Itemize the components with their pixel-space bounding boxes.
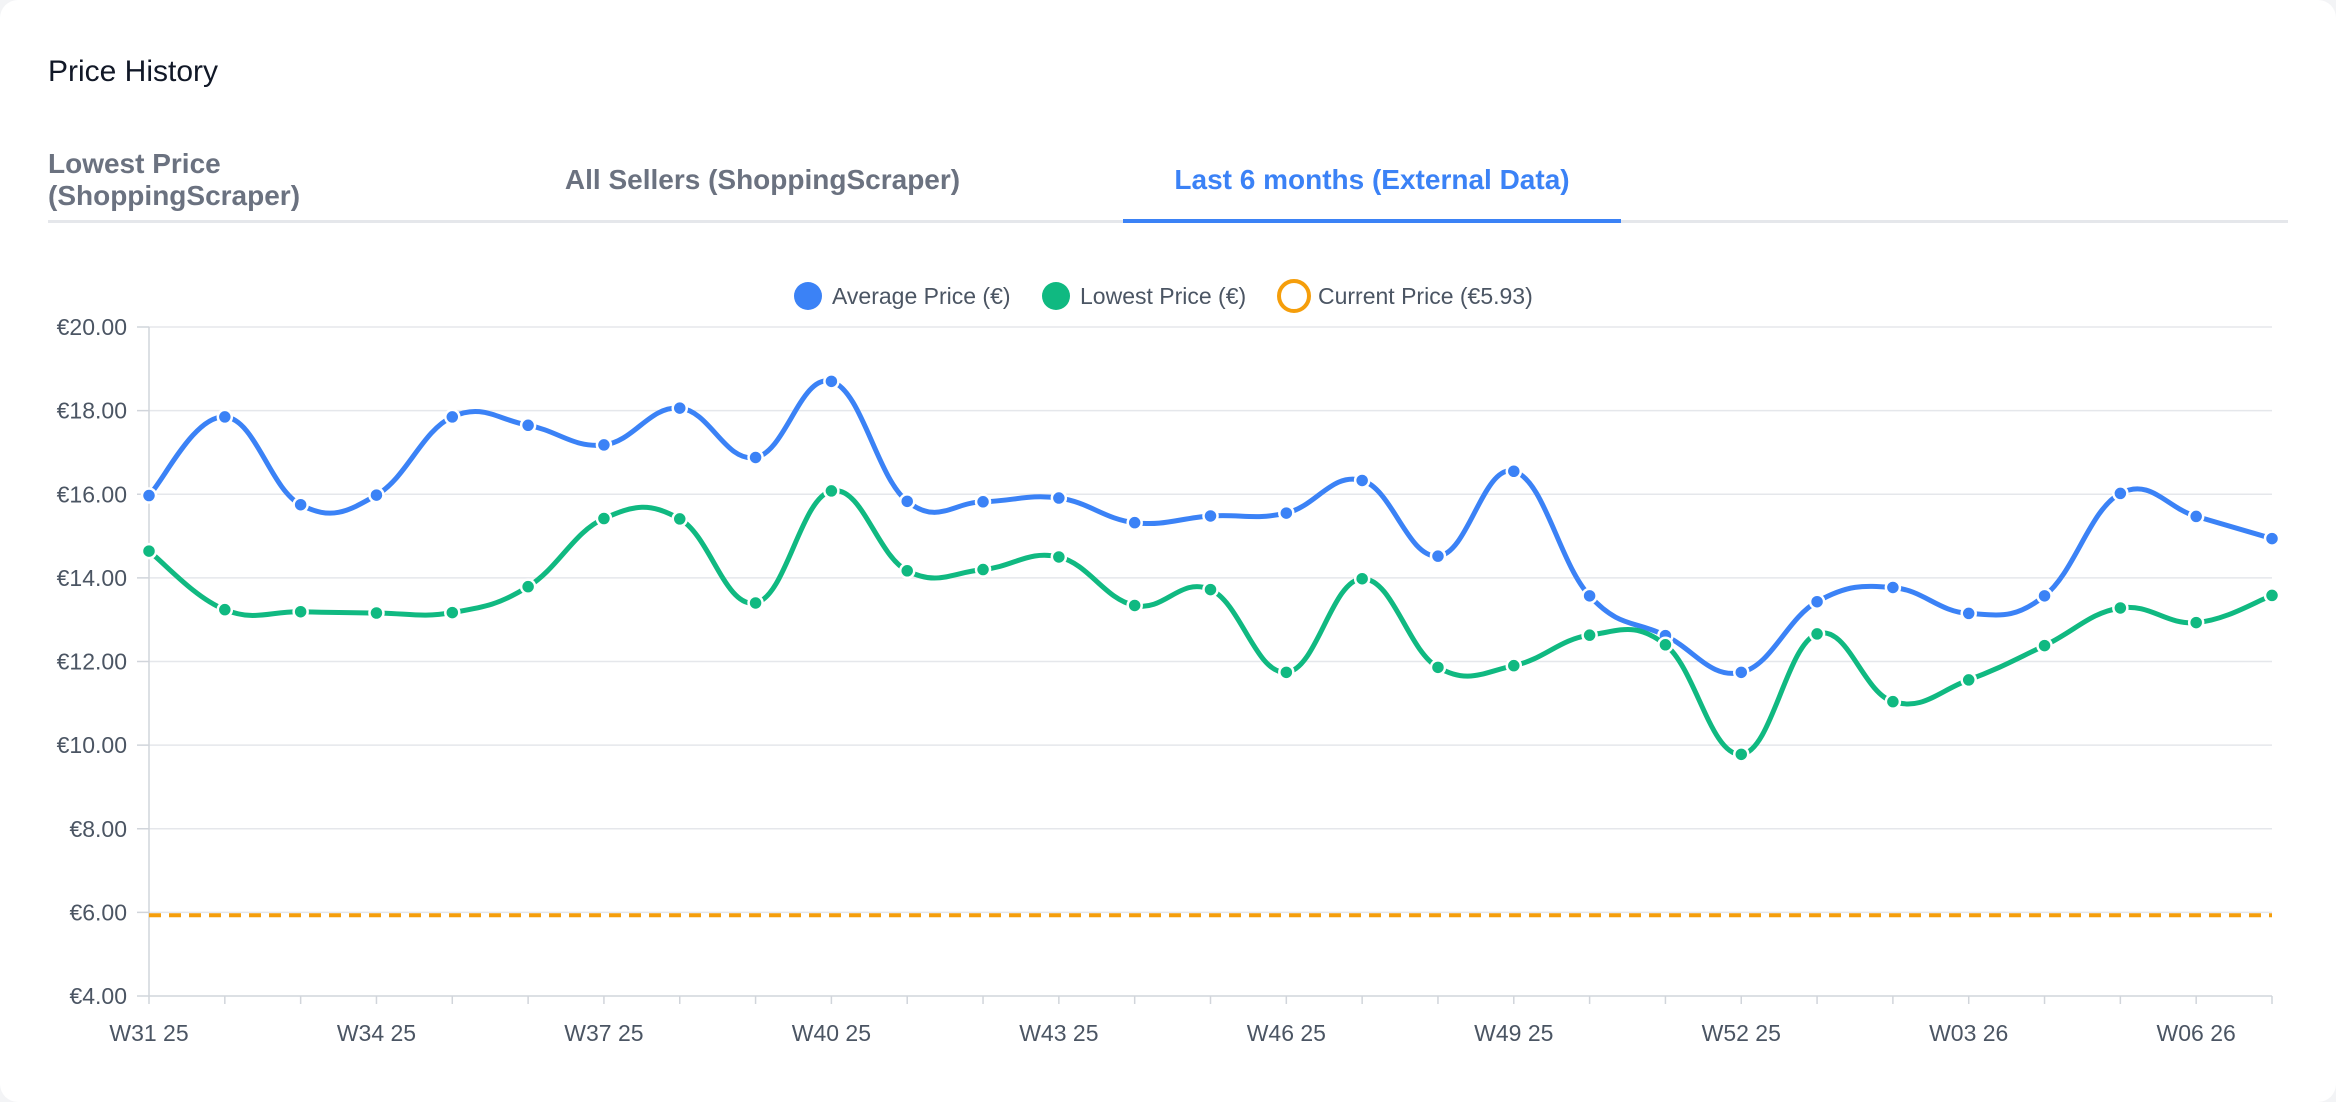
lowest-price-point[interactable]	[898, 562, 916, 580]
average-price-point[interactable]	[671, 399, 688, 417]
y-tick-label: €8.00	[69, 816, 127, 842]
x-tick-label: W37 25	[564, 1020, 643, 1046]
average-price-point[interactable]	[747, 449, 764, 466]
y-tick-label: €16.00	[57, 481, 127, 507]
y-tick-label: €4.00	[69, 983, 127, 1009]
lowest-price-point[interactable]	[823, 482, 840, 500]
average-price-point[interactable]	[368, 486, 385, 504]
tab-all-sellers[interactable]: All Sellers (ShoppingScraper)	[564, 164, 961, 195]
average-price-point[interactable]	[2263, 530, 2281, 547]
average-price-point[interactable]	[1126, 514, 1143, 531]
tab-last-6-months[interactable]: Last 6 months (External Data)	[1174, 164, 1570, 195]
average-price-point[interactable]	[1884, 579, 1902, 596]
lowest-price-point[interactable]	[2036, 637, 2053, 654]
lowest-price-point[interactable]	[1884, 693, 1902, 710]
average-price-point[interactable]	[2036, 587, 2053, 605]
y-tick-label: €10.00	[57, 732, 127, 758]
y-tick-label: €6.00	[69, 899, 127, 925]
lowest-price-point[interactable]	[1808, 625, 1826, 643]
x-tick-label: W52 25	[1702, 1020, 1781, 1046]
x-tick-label: W46 25	[1247, 1020, 1326, 1046]
x-tick-label: W40 25	[792, 1020, 871, 1046]
lowest-price-point[interactable]	[368, 604, 385, 622]
average-price-point[interactable]	[519, 417, 537, 434]
average-price-point[interactable]	[1050, 489, 1068, 507]
average-price-point[interactable]	[823, 373, 840, 390]
x-tick-label: W49 25	[1474, 1020, 1553, 1046]
lowest-price-point[interactable]	[1353, 570, 1371, 587]
lowest-price-point[interactable]	[595, 510, 613, 527]
lowest-price-point[interactable]	[1278, 664, 1295, 681]
average-price-point[interactable]	[1429, 547, 1447, 565]
average-price-point[interactable]	[974, 493, 992, 511]
lowest-price-point[interactable]	[671, 510, 688, 528]
chart-legend: Average Price (€) Lowest Price (€) Curre…	[794, 279, 1533, 313]
y-tick-label: €20.00	[57, 314, 127, 340]
lowest-price-line	[146, 488, 2275, 757]
x-tick-label: W06 26	[2157, 1020, 2236, 1046]
average-price-point[interactable]	[444, 408, 461, 426]
price-chart: Average Price (€) Lowest Price (€) Curre…	[57, 279, 2281, 1046]
lowest-price-point[interactable]	[519, 578, 537, 595]
legend-average-label[interactable]: Average Price (€)	[832, 283, 1011, 309]
average-price-line	[146, 378, 2275, 676]
average-price-point[interactable]	[595, 436, 613, 454]
page-title: Price History	[48, 55, 219, 88]
average-price-point[interactable]	[2112, 485, 2129, 502]
average-price-point[interactable]	[2187, 508, 2205, 525]
average-price-point[interactable]	[1733, 664, 1750, 681]
legend-current-label[interactable]: Current Price (€5.93)	[1318, 283, 1533, 309]
legend-average-swatch[interactable]	[794, 282, 822, 310]
tab-bar: Lowest Price (ShoppingScraper) All Selle…	[48, 140, 2288, 223]
lowest-price-point[interactable]	[2187, 614, 2205, 631]
lowest-price-point[interactable]	[140, 542, 158, 560]
legend-lowest-swatch[interactable]	[1042, 282, 1070, 310]
average-price-point[interactable]	[1505, 463, 1523, 480]
lowest-price-point[interactable]	[1202, 581, 1219, 598]
y-tick-label: €18.00	[57, 398, 127, 424]
lowest-price-point[interactable]	[1126, 597, 1143, 614]
lowest-price-point[interactable]	[974, 561, 992, 578]
x-tick-label: W34 25	[337, 1020, 416, 1046]
average-price-point[interactable]	[1202, 507, 1219, 525]
lowest-price-point[interactable]	[444, 604, 461, 621]
average-price-point[interactable]	[216, 408, 234, 426]
active-tab-indicator	[1123, 219, 1621, 223]
lowest-price-point[interactable]	[747, 594, 764, 612]
average-price-point[interactable]	[140, 487, 158, 504]
lowest-price-point[interactable]	[1505, 657, 1523, 674]
average-price-point[interactable]	[1278, 504, 1295, 522]
lowest-price-point[interactable]	[1050, 548, 1068, 566]
y-tick-label: €12.00	[57, 649, 127, 675]
average-price-point[interactable]	[292, 496, 309, 513]
average-price-point[interactable]	[1808, 593, 1826, 610]
lowest-price-point[interactable]	[1657, 636, 1674, 654]
average-price-point[interactable]	[898, 493, 916, 510]
average-price-point[interactable]	[1581, 587, 1598, 605]
lowest-price-point[interactable]	[1960, 671, 1977, 689]
average-price-point[interactable]	[1353, 472, 1371, 489]
average-price-point[interactable]	[1960, 605, 1977, 622]
legend-lowest-label[interactable]: Lowest Price (€)	[1080, 283, 1246, 309]
lowest-price-point[interactable]	[216, 601, 234, 618]
tab-lowest-price[interactable]: Lowest Price (ShoppingScraper)	[48, 148, 301, 211]
lowest-price-point[interactable]	[1733, 746, 1750, 763]
legend-current-swatch[interactable]	[1277, 279, 1311, 313]
lowest-price-point[interactable]	[2263, 587, 2281, 604]
x-tick-label: W03 26	[1929, 1020, 2008, 1046]
lowest-price-point[interactable]	[1429, 659, 1447, 676]
x-tick-label: W31 25	[109, 1020, 188, 1046]
lowest-price-point[interactable]	[2112, 599, 2129, 617]
y-tick-label: €14.00	[57, 565, 127, 591]
lowest-price-point[interactable]	[292, 603, 309, 620]
x-tick-label: W43 25	[1019, 1020, 1098, 1046]
lowest-price-point[interactable]	[1581, 626, 1598, 644]
